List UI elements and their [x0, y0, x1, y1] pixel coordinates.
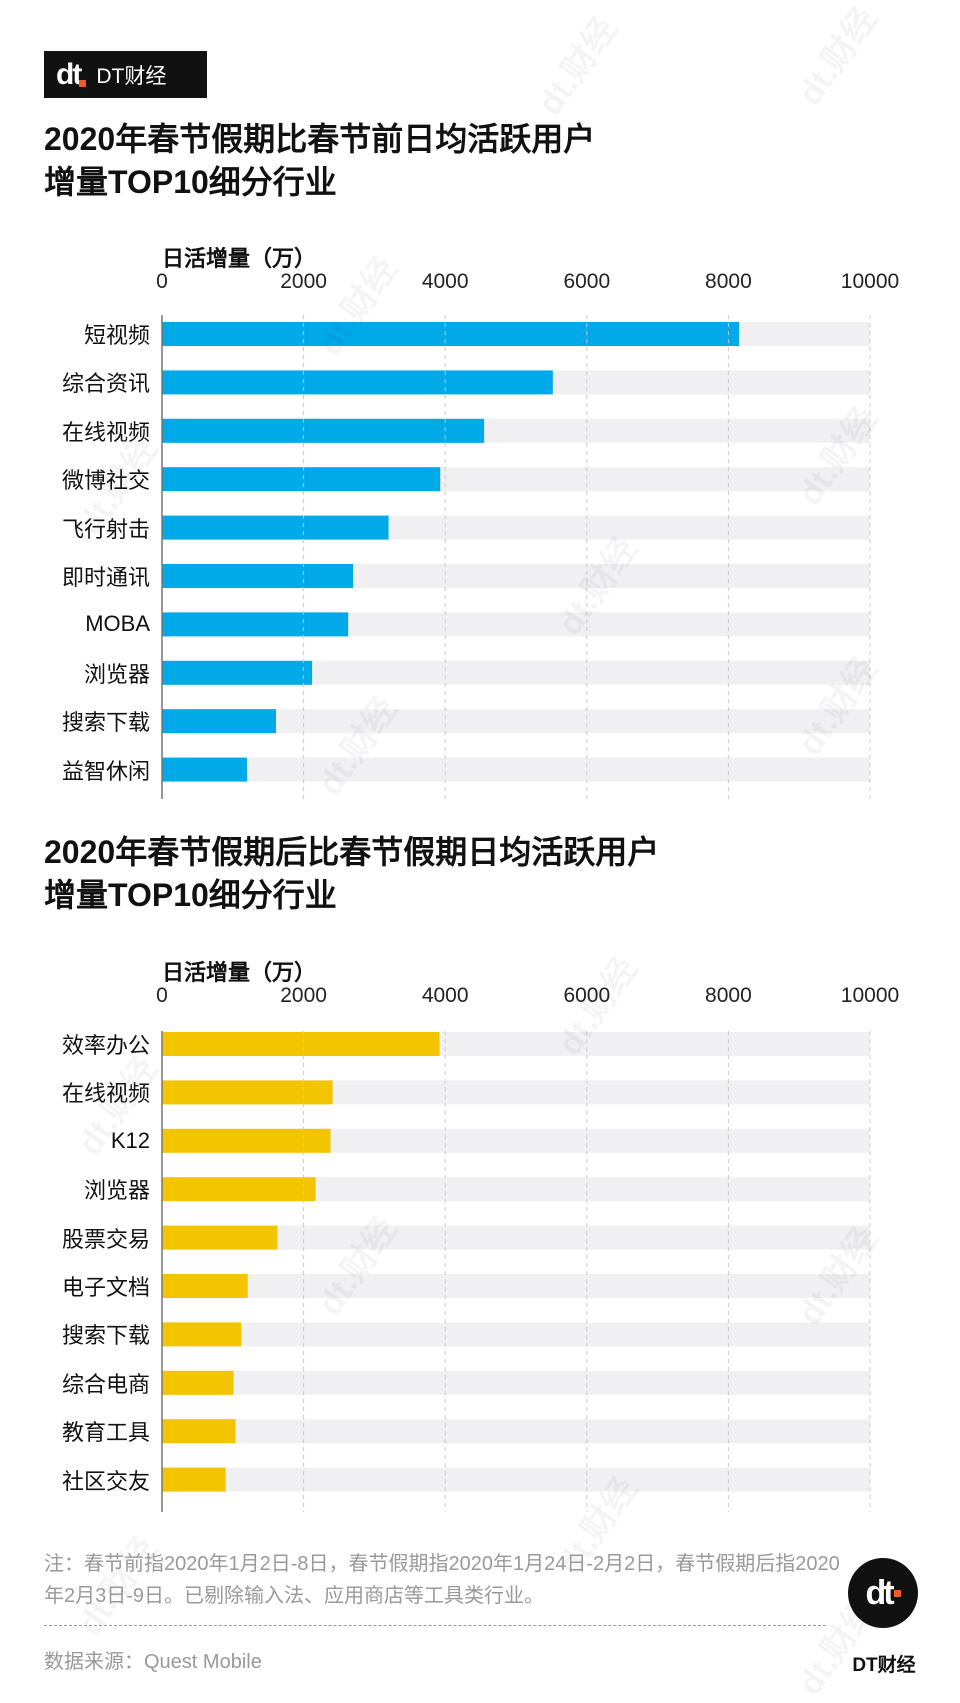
bar-在线视频 — [162, 1080, 333, 1105]
category-label: 股票交易 — [61, 1226, 150, 1252]
category-label: 效率办公 — [61, 1033, 150, 1058]
brand-footer-text: DT财经 — [852, 1655, 916, 1676]
category-label: 短视频 — [83, 323, 150, 348]
bar-track — [162, 1322, 870, 1347]
bar-综合电商 — [162, 1370, 234, 1395]
category-label: 电子文档 — [61, 1275, 150, 1300]
bar-track — [162, 1467, 870, 1492]
data-source: 数据来源：Quest Mobile — [44, 1651, 262, 1673]
category-label: 在线视频 — [61, 1081, 150, 1107]
brand-logo: dt DT财经 — [44, 51, 207, 98]
bar-浏览器 — [162, 1177, 316, 1202]
chart2-axis-label: 日活增量（万） — [162, 960, 317, 985]
dt-logo-mark: dt — [56, 59, 87, 90]
chart1-title-line1: 2020年春节假期比春节前日均活跃用户 — [44, 121, 596, 157]
x-tick-label: 0 — [156, 984, 168, 1007]
bar-track — [162, 757, 870, 782]
footnote: 注：春节前指2020年1月2日-8日，春节假期指2020年1月24日-2月2日，… — [44, 1553, 840, 1607]
bar-社区交友 — [162, 1467, 226, 1492]
x-tick-label: 2000 — [280, 984, 327, 1007]
x-tick-label: 0 — [156, 270, 168, 293]
chart2-title-line1: 2020年春节假期后比春节假期日均活跃用户 — [44, 834, 660, 870]
bar-效率办公 — [162, 1032, 440, 1056]
category-label: MOBA — [85, 611, 150, 637]
bar-综合资讯 — [162, 370, 553, 395]
category-label: 搜索下载 — [61, 710, 150, 736]
category-label: K12 — [110, 1127, 150, 1153]
bar-track — [162, 1370, 870, 1395]
brand-circle-logo: dt — [848, 1558, 918, 1628]
x-tick-label: 6000 — [563, 270, 611, 293]
chart2-title-line2: 增量TOP10细分行业 — [44, 877, 337, 913]
bar-股票交易 — [162, 1225, 278, 1250]
x-tick-label: 8000 — [705, 984, 752, 1007]
bar-即时通讯 — [162, 564, 354, 588]
x-tick-label: 4000 — [421, 270, 469, 293]
category-label: 浏览器 — [83, 661, 150, 687]
category-label: 微博社交 — [61, 468, 150, 494]
category-label: 浏览器 — [83, 1178, 150, 1204]
bar-飞行射击 — [162, 515, 389, 540]
chart1-title-line2: 增量TOP10细分行业 — [44, 164, 337, 200]
bar-搜索下载 — [162, 1322, 242, 1347]
category-label: 即时通讯 — [61, 565, 150, 590]
category-label: 社区交友 — [61, 1468, 150, 1494]
x-tick-label: 2000 — [280, 270, 327, 293]
bar-浏览器 — [162, 660, 313, 685]
category-label: 在线视频 — [61, 419, 150, 445]
bar-在线视频 — [162, 418, 485, 443]
bar-短视频 — [162, 322, 740, 346]
x-tick-label: 8000 — [705, 270, 752, 293]
bar-K12 — [162, 1128, 331, 1153]
category-label: 综合资讯 — [61, 371, 150, 397]
bar-track — [162, 1274, 870, 1298]
category-label: 飞行射击 — [61, 516, 150, 542]
bar-搜索下载 — [162, 709, 276, 734]
category-label: 益智休闲 — [61, 758, 150, 784]
category-label: 搜索下载 — [61, 1323, 150, 1349]
chart1-title: 2020年春节假期比春节前日均活跃用户 增量TOP10细分行业 — [44, 118, 595, 204]
category-label: 教育工具 — [61, 1420, 150, 1446]
bar-教育工具 — [162, 1419, 236, 1444]
bar-track — [162, 1419, 870, 1444]
chart2-title: 2020年春节假期后比春节假期日均活跃用户 增量TOP10细分行业 — [44, 831, 659, 917]
x-tick-label: 6000 — [563, 984, 611, 1007]
x-tick-label: 10000 — [840, 270, 900, 293]
chart1-axis-label: 日活增量（万） — [162, 246, 317, 271]
bar-电子文档 — [162, 1274, 248, 1298]
x-tick-label: 4000 — [421, 984, 469, 1007]
footer-divider — [44, 1625, 826, 1626]
bar-track — [162, 709, 870, 734]
brand-logo-text: DT财经 — [96, 64, 167, 88]
category-label: 综合电商 — [61, 1371, 150, 1397]
bar-track — [162, 1225, 870, 1250]
bar-益智休闲 — [162, 757, 247, 782]
bar-微博社交 — [162, 467, 441, 492]
x-tick-label: 10000 — [840, 984, 900, 1007]
bar-MOBA — [162, 612, 349, 637]
